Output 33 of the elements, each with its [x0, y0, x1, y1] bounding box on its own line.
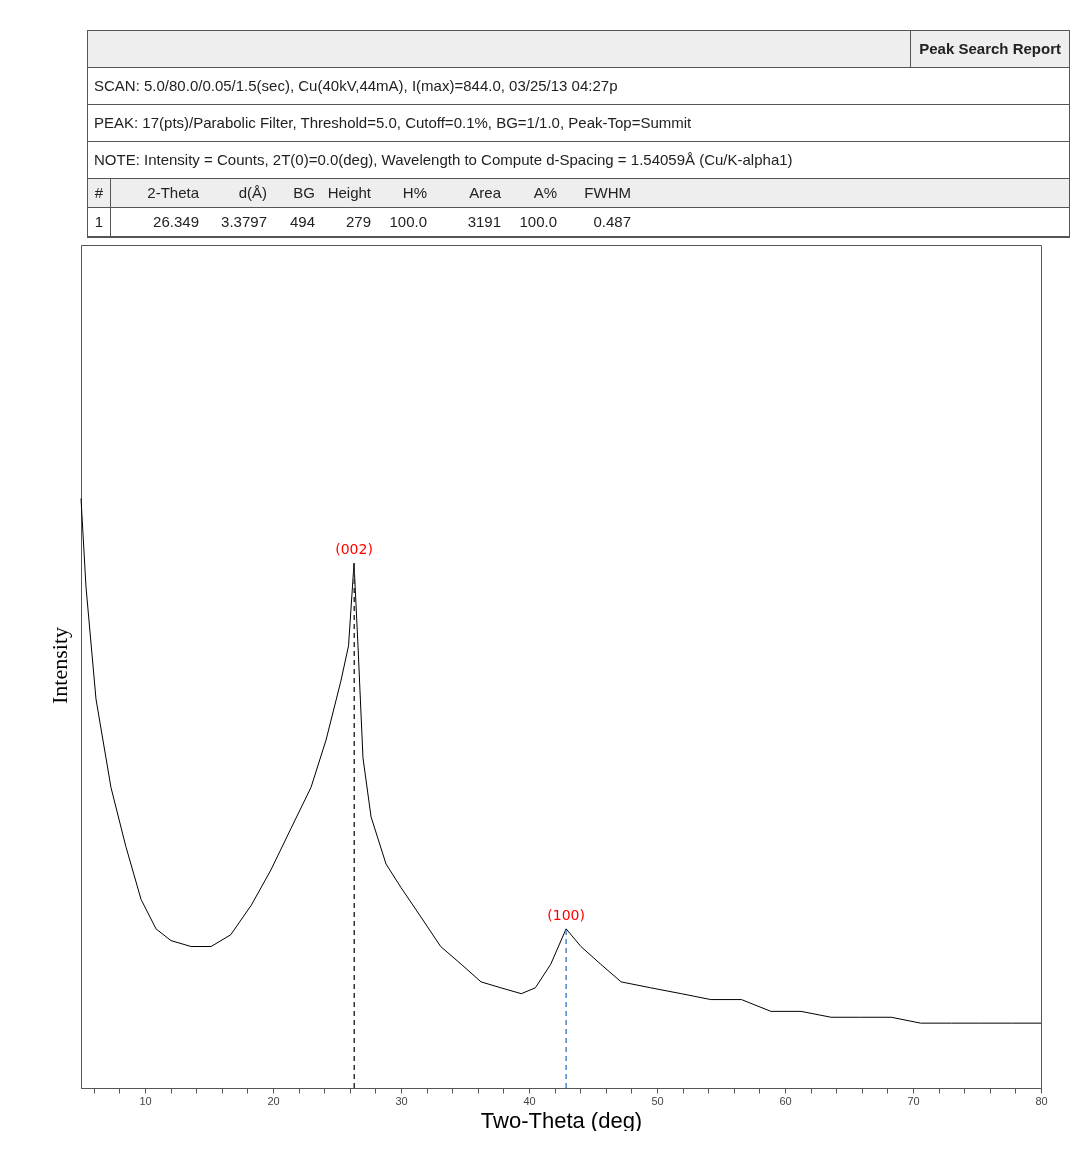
text: 3191: [466, 212, 501, 232]
x-tick-label: 40: [523, 1094, 536, 1107]
x-tick-label: 60: [779, 1094, 792, 1107]
text: 279: [344, 212, 371, 232]
text: 26.349: [152, 212, 199, 232]
text: A%: [532, 183, 557, 203]
x-tick-label: 70: [907, 1094, 920, 1107]
text: SCAN: 5.0/80.0/0.05/1.5(sec), Cu(40kV,44mA), I(max)=844.0, 03/25/13 04:27p: [88, 68, 1069, 105]
text: 3.3797: [220, 212, 267, 232]
text: 0.487: [592, 212, 631, 232]
text: 1: [88, 208, 111, 236]
text: FWHM: [583, 183, 631, 203]
x-tick-label: 20: [267, 1094, 280, 1107]
annotation: (100): [547, 906, 585, 923]
text: 100.0: [388, 212, 427, 232]
text: Height: [326, 183, 371, 203]
text: 494: [288, 212, 315, 232]
x-tick-label: 30: [395, 1094, 408, 1107]
text: Area: [468, 183, 501, 203]
x-tick-label: 80: [1035, 1094, 1048, 1107]
text: #: [88, 179, 111, 207]
x-tick-label: 10: [139, 1094, 152, 1107]
text: NOTE: Intensity = Counts, 2T(0)=0.0(deg), Wavelength to Compute d-Spacing = 1.54059Å (Cu/K-alpha1): [88, 142, 1069, 179]
text: PEAK: 17(pts)/Parabolic Filter, Threshold=5.0, Cutoff=0.1%, BG=1/1.0, Peak-Top=Summit: [88, 105, 1069, 142]
text: 2-Theta: [146, 183, 199, 203]
text: 100.0: [518, 212, 557, 232]
text: d(Å): [237, 183, 267, 203]
annotation: (002): [335, 541, 373, 558]
y-axis-title: Intensity: [46, 627, 72, 704]
x-tick-label: 50: [651, 1094, 664, 1107]
text: H%: [401, 183, 427, 203]
text: Peak Search Report: [910, 31, 1069, 67]
text: BG: [292, 183, 315, 203]
